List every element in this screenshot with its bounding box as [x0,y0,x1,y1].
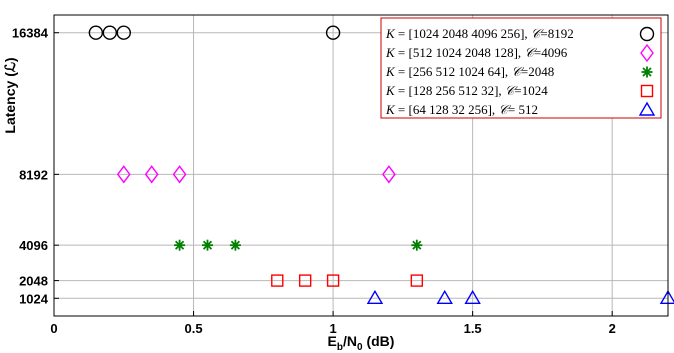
legend-entry-3: K = [128 256 512 32], 𝒞=1024 [385,83,548,98]
y-tick-label: 8192 [19,167,48,182]
legend-marker-3 [640,84,654,98]
legend-k-values: = [256 512 1024 64], [395,64,512,79]
data-point-series-2-1 [202,239,213,251]
y-axis-label: Latency (ℒ) [2,57,18,133]
legend-marker-2 [641,66,653,78]
y-tick-label: 4096 [19,238,48,253]
data-point-series-2-2 [229,239,241,251]
y-axis-ticks: 1024 2048 4096 8192 16384 [12,26,59,306]
legend-entry-0: K = [1024 2048 4096 256], 𝒞=8192 [385,26,574,41]
x-tick-label: 0.5 [185,321,203,336]
data-points [88,25,674,304]
legend-entry-4: K = [64 128 32 256], 𝒞= 512 [385,102,538,117]
legend-k-values: = [512 1024 2048 128], [395,45,525,60]
legend-entry-1: K = [512 1024 2048 128], 𝒞=4096 [385,45,568,60]
x-axis-label-sub-0: 0 [357,342,363,353]
data-point-series-0-2 [116,25,131,40]
data-point-series-4-2 [464,289,481,304]
data-point-series-2-3 [411,239,423,251]
data-point-series-1-2 [172,165,187,184]
legend-k-values: = [1024 2048 4096 256], [395,26,531,41]
data-point-series-3-1 [298,274,312,287]
x-tick-label: 1.5 [464,321,482,336]
data-point-series-3-3 [410,274,424,287]
plot-frame [53,14,669,317]
legend-k-symbol: K [385,26,396,41]
y-tick-label: 1024 [19,291,49,306]
data-point-series-0-0 [88,25,104,40]
legend-c-value: =4096 [534,45,568,60]
data-point-series-3-0 [271,274,284,287]
x-axis-label-unit: (dB) [363,333,395,349]
x-axis-label-main: E [328,333,337,349]
legend-c-value: = 512 [508,102,538,117]
legend-box [380,17,662,119]
legend-marker-4 [638,101,656,116]
legend-k-symbol: K [385,45,396,60]
x-tick-label: 2 [609,321,616,336]
x-axis-label: Eb/N0 (dB) [328,333,395,353]
legend-entry-2: K = [256 512 1024 64], 𝒞=2048 [385,64,554,79]
legend-k-symbol: K [385,83,396,98]
data-point-series-4-0 [366,289,384,304]
legend-k-symbol: K [385,102,396,117]
x-axis-label-sub-b: b [337,342,343,353]
legend-k-values: = [128 256 512 32], [395,83,505,98]
data-point-series-1-1 [144,165,159,184]
legend-c-value: =8192 [540,26,573,41]
legend-marker-1 [640,43,654,63]
legend-c-value: =1024 [514,83,548,98]
legend-k-symbol: K [385,64,396,79]
data-point-series-2-0 [174,239,186,251]
data-point-series-1-3 [382,165,396,184]
legend-c-value: =2048 [521,64,554,79]
legend-marker-0 [639,26,655,42]
data-point-series-4-1 [436,289,453,304]
y-tick-label: 2048 [19,274,48,289]
legend-k-values: = [64 128 32 256], [395,102,499,117]
y-tick-label: 16384 [12,26,49,41]
x-tick-label: 1 [329,321,336,336]
data-point-series-3-2 [326,274,340,287]
data-point-series-0-1 [102,25,118,40]
data-point-series-0-3 [325,25,341,40]
data-point-series-1-0 [116,165,131,184]
x-axis-label-mid: /N [343,333,357,349]
x-tick-label: 0 [50,321,57,336]
